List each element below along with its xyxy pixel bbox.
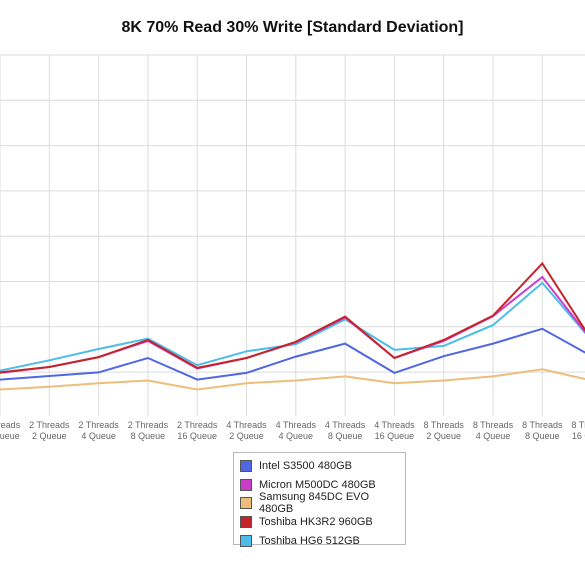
x-tick-label: 4 Threads: [276, 420, 317, 430]
x-tick-label: 4 Queue: [81, 431, 116, 441]
x-tick-label: 2 Queue: [426, 431, 461, 441]
legend-label: Intel S3500 480GB: [259, 460, 352, 473]
x-tick-label: 8 Queue: [131, 431, 166, 441]
legend: Intel S3500 480GB Micron M500DC 480GB Sams…: [233, 452, 406, 547]
legend-item: Samsung 845DC EVO 480GB: [240, 491, 405, 516]
grid: [0, 54, 585, 416]
x-tick-label: 4 Queue: [279, 431, 314, 441]
x-tick-label: 4 Threads: [374, 420, 415, 430]
x-tick-label: 2 Threads: [177, 420, 218, 430]
legend-item: Toshiba HG6 512GB: [240, 531, 405, 550]
x-tick-label: 2 Threads: [78, 420, 119, 430]
legend-item: Toshiba HK3R2 960GB: [240, 513, 405, 532]
legend-swatch: [240, 478, 252, 491]
x-tick-label: 2 Threads: [29, 420, 70, 430]
legend-label: Samsung 845DC EVO 480GB: [259, 491, 370, 516]
x-tick-label: 2 Queue: [32, 431, 67, 441]
legend-swatch: [240, 516, 252, 529]
legend-swatch: [240, 460, 252, 473]
chart-title: 8K 70% Read 30% Write [Standard Deviatio…: [121, 19, 464, 36]
x-tick-label: 2 Threads: [128, 420, 169, 430]
legend-swatch: [240, 534, 252, 547]
x-tick-label: 4 Threads: [325, 420, 366, 430]
legend-label: Toshiba HG6 512GB: [259, 534, 360, 547]
x-tick-label: 1 Threads: [0, 420, 21, 430]
x-tick-label: 4 Threads: [226, 420, 267, 430]
x-tick-label: 8 Threads: [571, 420, 585, 430]
x-tick-label: 2 Queue: [229, 431, 264, 441]
legend-swatch: [240, 497, 252, 510]
x-tick-label: 8 Threads: [424, 420, 465, 430]
series-line-toshiba-hk3r2-960gb: [0, 261, 585, 374]
x-tick-label: 4 Queue: [476, 431, 511, 441]
legend-label: Toshiba HK3R2 960GB: [259, 516, 373, 529]
x-tick-label: 16 Queue: [0, 431, 20, 441]
x-tick-label: 8 Threads: [473, 420, 514, 430]
legend-label: Micron M500DC 480GB: [259, 478, 376, 491]
series-lines: [0, 261, 585, 391]
series-line-intel-s3500-480gb: [0, 327, 585, 381]
x-tick-label: 16 Queue: [572, 431, 585, 441]
x-tick-label: 8 Threads: [522, 420, 563, 430]
legend-item: Intel S3500 480GB: [240, 457, 405, 476]
x-tick-label: 8 Queue: [328, 431, 363, 441]
x-tick-label: 16 Queue: [375, 431, 415, 441]
series-line-toshiba-hg6-512gb: [0, 281, 585, 372]
legend-item: Micron M500DC 480GB: [240, 476, 405, 495]
series-line-samsung-845dc-evo-480gb: [0, 368, 585, 391]
x-tick-label: 16 Queue: [177, 431, 217, 441]
x-tick-label: 8 Queue: [525, 431, 560, 441]
